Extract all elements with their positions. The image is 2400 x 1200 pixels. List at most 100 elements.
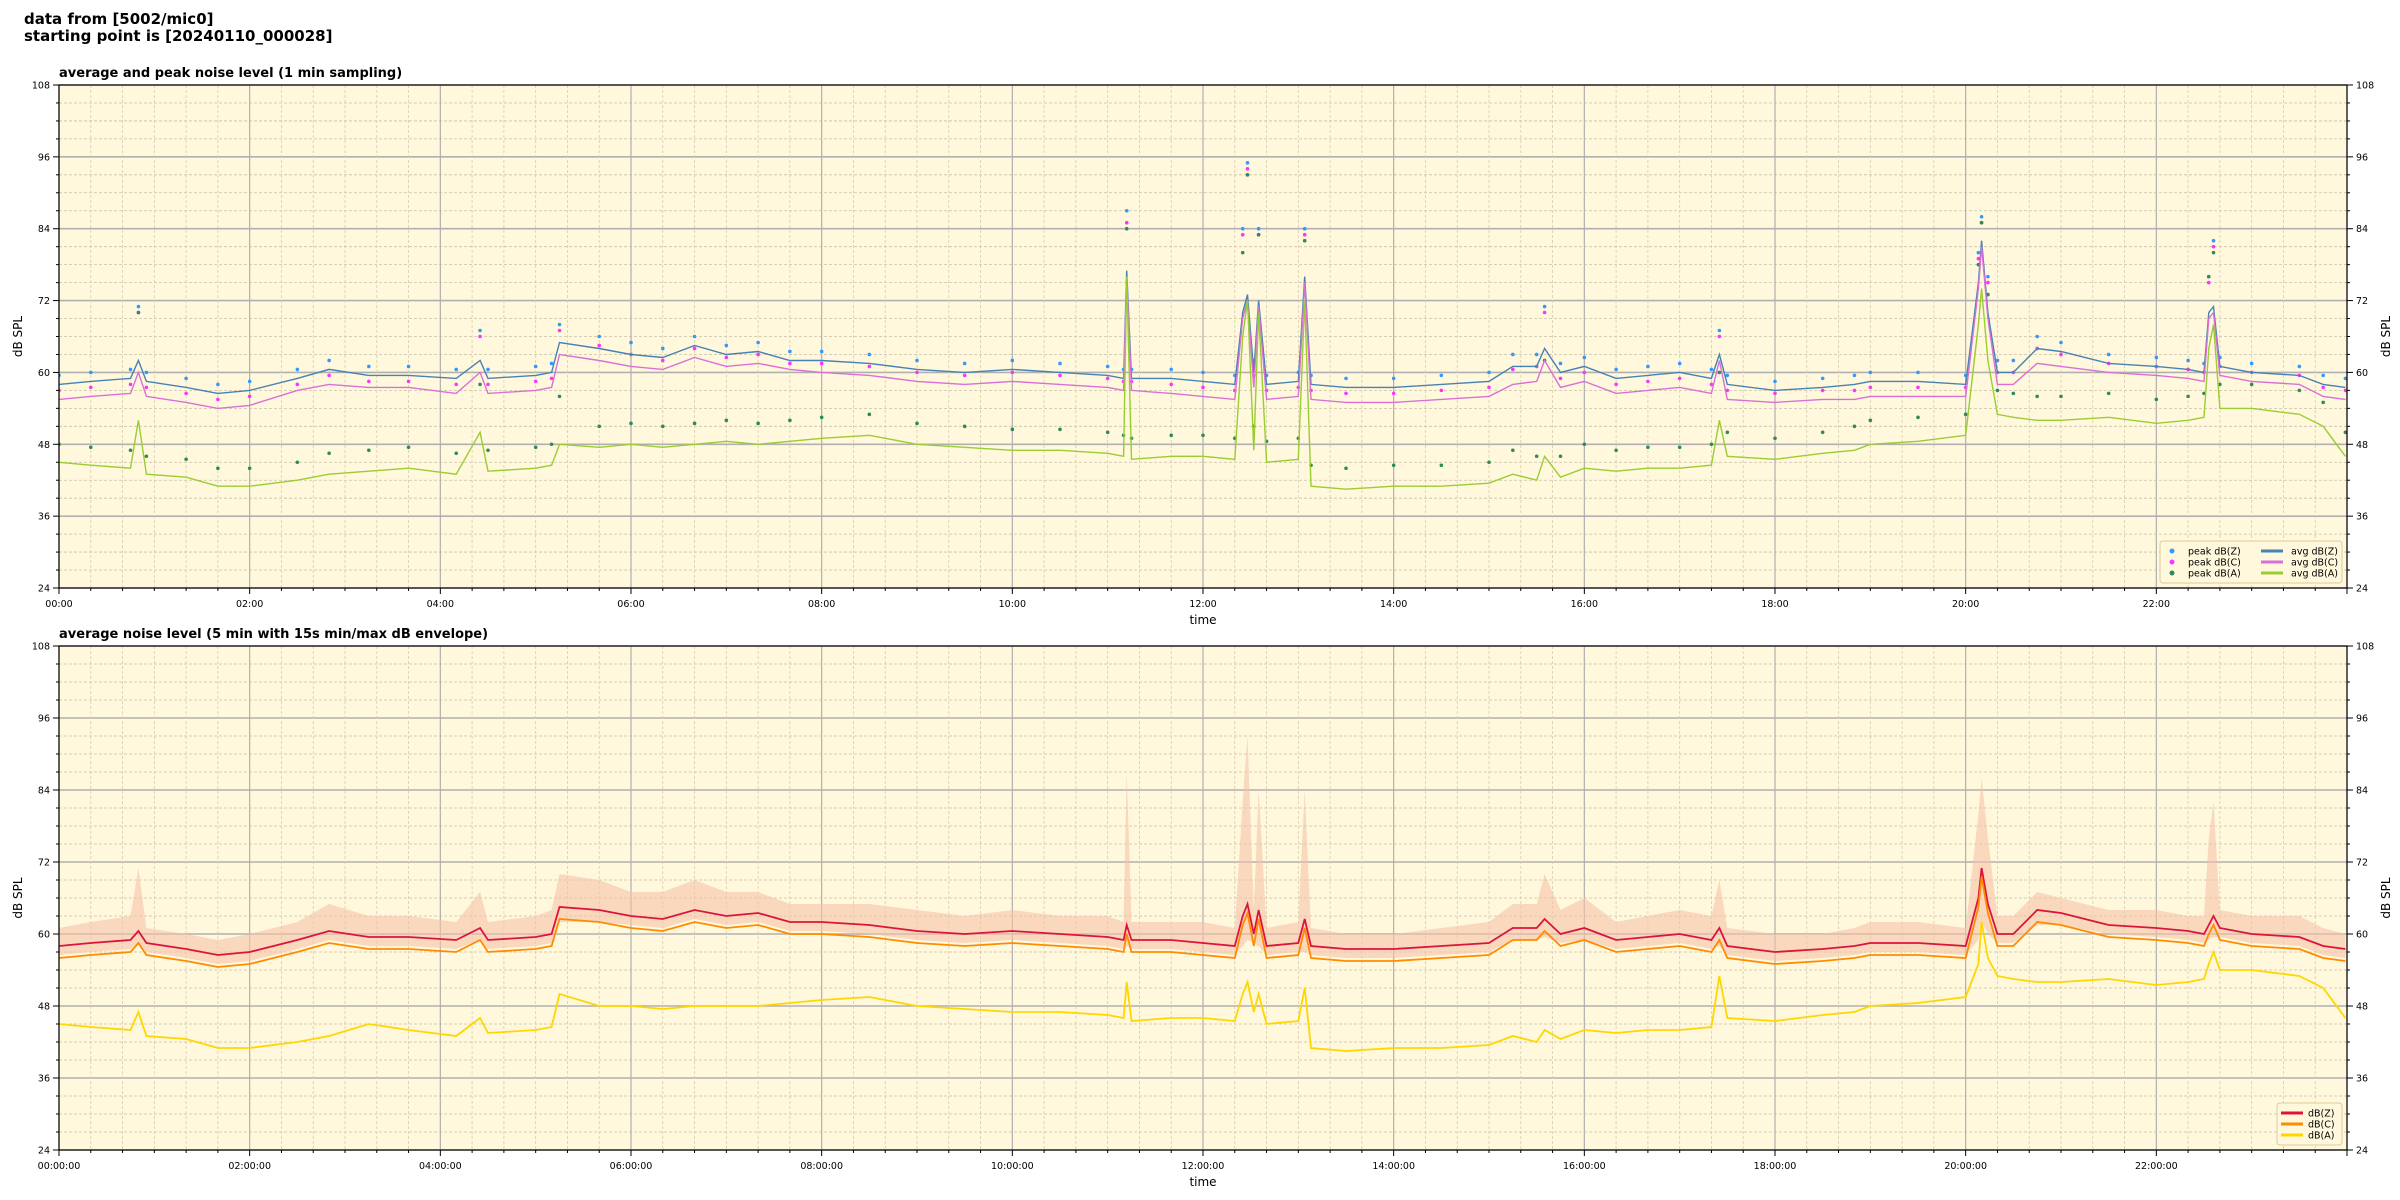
legend-item: dB(A) bbox=[2281, 1131, 2334, 1142]
data-point bbox=[2321, 400, 2325, 405]
data-point bbox=[1240, 250, 1245, 255]
data-point bbox=[184, 457, 188, 462]
data-point bbox=[1725, 430, 1730, 435]
y-tick-label: 72 bbox=[38, 296, 50, 307]
data-point bbox=[1201, 385, 1205, 390]
data-point bbox=[486, 367, 490, 372]
data-point bbox=[1976, 250, 1981, 255]
data-point bbox=[1558, 376, 1563, 381]
data-point bbox=[136, 310, 141, 315]
data-point bbox=[247, 394, 252, 399]
data-point bbox=[1646, 379, 1650, 384]
x-tick-label: 12:00:00 bbox=[1182, 1161, 1225, 1172]
data-point bbox=[1487, 385, 1491, 390]
data-point bbox=[2211, 250, 2216, 255]
data-point bbox=[486, 382, 490, 387]
y-tick-label-right: 84 bbox=[2356, 786, 2368, 797]
data-point bbox=[2059, 340, 2063, 345]
header-source: data from [5002/mic0] bbox=[24, 10, 214, 28]
data-point bbox=[1868, 370, 1873, 375]
x-axis-label: time bbox=[1189, 1175, 1216, 1189]
data-point bbox=[216, 466, 220, 471]
legend-item: dB(Z) bbox=[2281, 1109, 2334, 1120]
data-point bbox=[962, 424, 967, 429]
data-point bbox=[1391, 376, 1396, 381]
data-point bbox=[1534, 454, 1539, 459]
data-point bbox=[478, 382, 482, 387]
x-tick-label: 08:00 bbox=[808, 599, 835, 610]
x-tick-label: 02:00:00 bbox=[228, 1161, 271, 1172]
data-point bbox=[867, 412, 872, 417]
data-point bbox=[756, 340, 760, 345]
data-point bbox=[1582, 355, 1587, 360]
data-point bbox=[128, 448, 133, 453]
y-tick-label-right: 96 bbox=[2356, 152, 2368, 163]
data-point bbox=[2343, 388, 2347, 393]
data-point bbox=[533, 364, 538, 369]
data-point bbox=[1558, 361, 1563, 366]
data-point bbox=[1717, 328, 1722, 333]
data-point bbox=[1717, 334, 1722, 339]
data-point bbox=[1511, 352, 1515, 357]
data-point bbox=[136, 304, 141, 309]
x-tick-label: 16:00:00 bbox=[1563, 1161, 1606, 1172]
y-tick-label: 24 bbox=[38, 1146, 50, 1157]
data-point bbox=[1725, 373, 1730, 378]
data-point bbox=[1201, 433, 1205, 438]
y-tick-label-right: 84 bbox=[2356, 224, 2368, 235]
data-point bbox=[867, 364, 872, 369]
data-point bbox=[724, 418, 729, 423]
data-point bbox=[2011, 358, 2016, 363]
data-point bbox=[1511, 448, 1515, 453]
data-point bbox=[2154, 397, 2159, 402]
legend-label: peak dB(Z) bbox=[2188, 547, 2241, 558]
x-tick-label: 22:00 bbox=[2143, 599, 2170, 610]
data-point bbox=[478, 328, 482, 333]
data-point bbox=[1344, 376, 1348, 381]
data-point bbox=[216, 397, 220, 402]
data-point bbox=[1169, 433, 1174, 438]
legend-item: avg dB(C) bbox=[2261, 558, 2338, 569]
data-point bbox=[915, 370, 919, 375]
data-point bbox=[1868, 418, 1873, 423]
data-point bbox=[1245, 167, 1250, 171]
data-point bbox=[2035, 394, 2039, 399]
data-point bbox=[1709, 367, 1714, 372]
data-point bbox=[819, 415, 824, 420]
subplot-title: average and peak noise level (1 min samp… bbox=[59, 66, 402, 81]
data-point bbox=[2154, 355, 2159, 360]
data-point bbox=[1105, 430, 1110, 435]
x-tick-label: 14:00 bbox=[1380, 599, 1407, 610]
legend-item: peak dB(Z) bbox=[2169, 547, 2241, 558]
x-tick-label: 14:00:00 bbox=[1372, 1161, 1415, 1172]
legend-label: peak dB(A) bbox=[2188, 569, 2241, 580]
data-point bbox=[184, 376, 188, 381]
data-point bbox=[1124, 220, 1129, 225]
y-tick-label-right: 60 bbox=[2356, 930, 2368, 941]
y-tick-label-right: 108 bbox=[2356, 642, 2374, 653]
data-point bbox=[1717, 370, 1722, 375]
data-point bbox=[549, 361, 554, 366]
data-point bbox=[1614, 448, 1618, 453]
data-point bbox=[2297, 364, 2302, 369]
x-tick-label: 10:00 bbox=[999, 599, 1026, 610]
series-line-avg-db-z bbox=[59, 240, 2346, 395]
data-point bbox=[1852, 373, 1857, 378]
x-tick-label: 06:00 bbox=[617, 599, 644, 610]
data-point bbox=[1677, 445, 1682, 450]
data-point bbox=[660, 358, 665, 363]
data-point bbox=[406, 445, 411, 450]
data-point bbox=[1677, 376, 1682, 381]
data-point bbox=[1614, 382, 1618, 387]
x-tick-label: 18:00 bbox=[1761, 599, 1788, 610]
data-point bbox=[1124, 208, 1129, 213]
data-point bbox=[295, 367, 300, 372]
x-tick-label: 20:00:00 bbox=[1944, 1161, 1987, 1172]
data-point bbox=[1709, 382, 1714, 387]
data-point bbox=[1677, 361, 1682, 366]
data-point bbox=[1240, 226, 1245, 231]
data-point bbox=[2059, 394, 2063, 399]
data-point bbox=[1773, 379, 1777, 384]
subplot-1: average and peak noise level (1 min samp… bbox=[11, 66, 2393, 627]
